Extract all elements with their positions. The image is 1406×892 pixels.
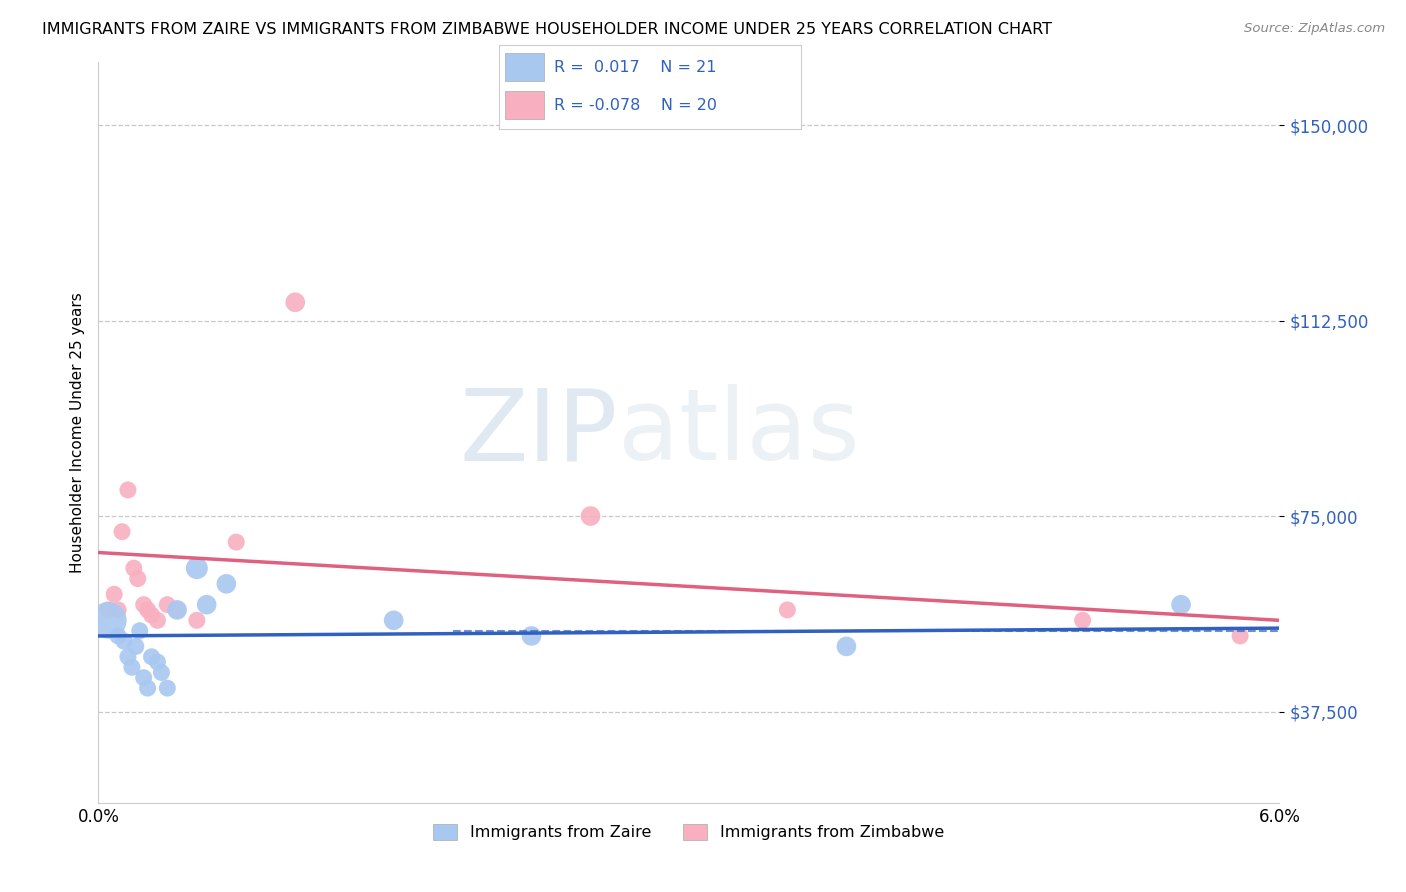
Legend: Immigrants from Zaire, Immigrants from Zimbabwe: Immigrants from Zaire, Immigrants from Z… <box>427 817 950 847</box>
Point <box>1229 629 1251 643</box>
Point <box>156 681 179 695</box>
Point <box>136 603 159 617</box>
Point <box>112 634 135 648</box>
Point <box>121 660 143 674</box>
Point <box>122 561 145 575</box>
Point <box>284 295 307 310</box>
Point <box>103 587 125 601</box>
Text: IMMIGRANTS FROM ZAIRE VS IMMIGRANTS FROM ZIMBABWE HOUSEHOLDER INCOME UNDER 25 YE: IMMIGRANTS FROM ZAIRE VS IMMIGRANTS FROM… <box>42 22 1052 37</box>
Point <box>186 561 208 575</box>
Point <box>215 577 238 591</box>
Point <box>146 613 169 627</box>
Point <box>132 598 155 612</box>
Text: R =  0.017    N = 21: R = 0.017 N = 21 <box>554 60 716 75</box>
Point <box>520 629 543 643</box>
Point <box>97 613 120 627</box>
Text: ZIP: ZIP <box>460 384 619 481</box>
Point <box>128 624 150 638</box>
Point <box>186 613 208 627</box>
Text: Source: ZipAtlas.com: Source: ZipAtlas.com <box>1244 22 1385 36</box>
Point <box>141 649 163 664</box>
Point <box>127 572 149 586</box>
Point <box>136 681 159 695</box>
Point <box>150 665 173 680</box>
Bar <box>505 54 544 81</box>
Text: atlas: atlas <box>619 384 859 481</box>
Point <box>835 640 858 654</box>
Point <box>107 603 129 617</box>
Point <box>141 608 163 623</box>
Point <box>117 649 139 664</box>
Point <box>1071 613 1094 627</box>
Point <box>166 603 188 617</box>
Y-axis label: Householder Income Under 25 years: Householder Income Under 25 years <box>69 293 84 573</box>
Point <box>97 603 120 617</box>
Point <box>1170 598 1192 612</box>
Point <box>156 598 179 612</box>
Point <box>107 629 129 643</box>
Text: R = -0.078    N = 20: R = -0.078 N = 20 <box>554 98 717 112</box>
Point <box>776 603 799 617</box>
Point <box>125 640 148 654</box>
Point <box>195 598 218 612</box>
Point <box>225 535 247 549</box>
Point <box>579 509 602 524</box>
Point <box>166 603 188 617</box>
Point <box>117 483 139 497</box>
Point <box>111 524 134 539</box>
Point <box>132 671 155 685</box>
Bar <box>505 91 544 120</box>
Point <box>382 613 405 627</box>
Point <box>146 655 169 669</box>
